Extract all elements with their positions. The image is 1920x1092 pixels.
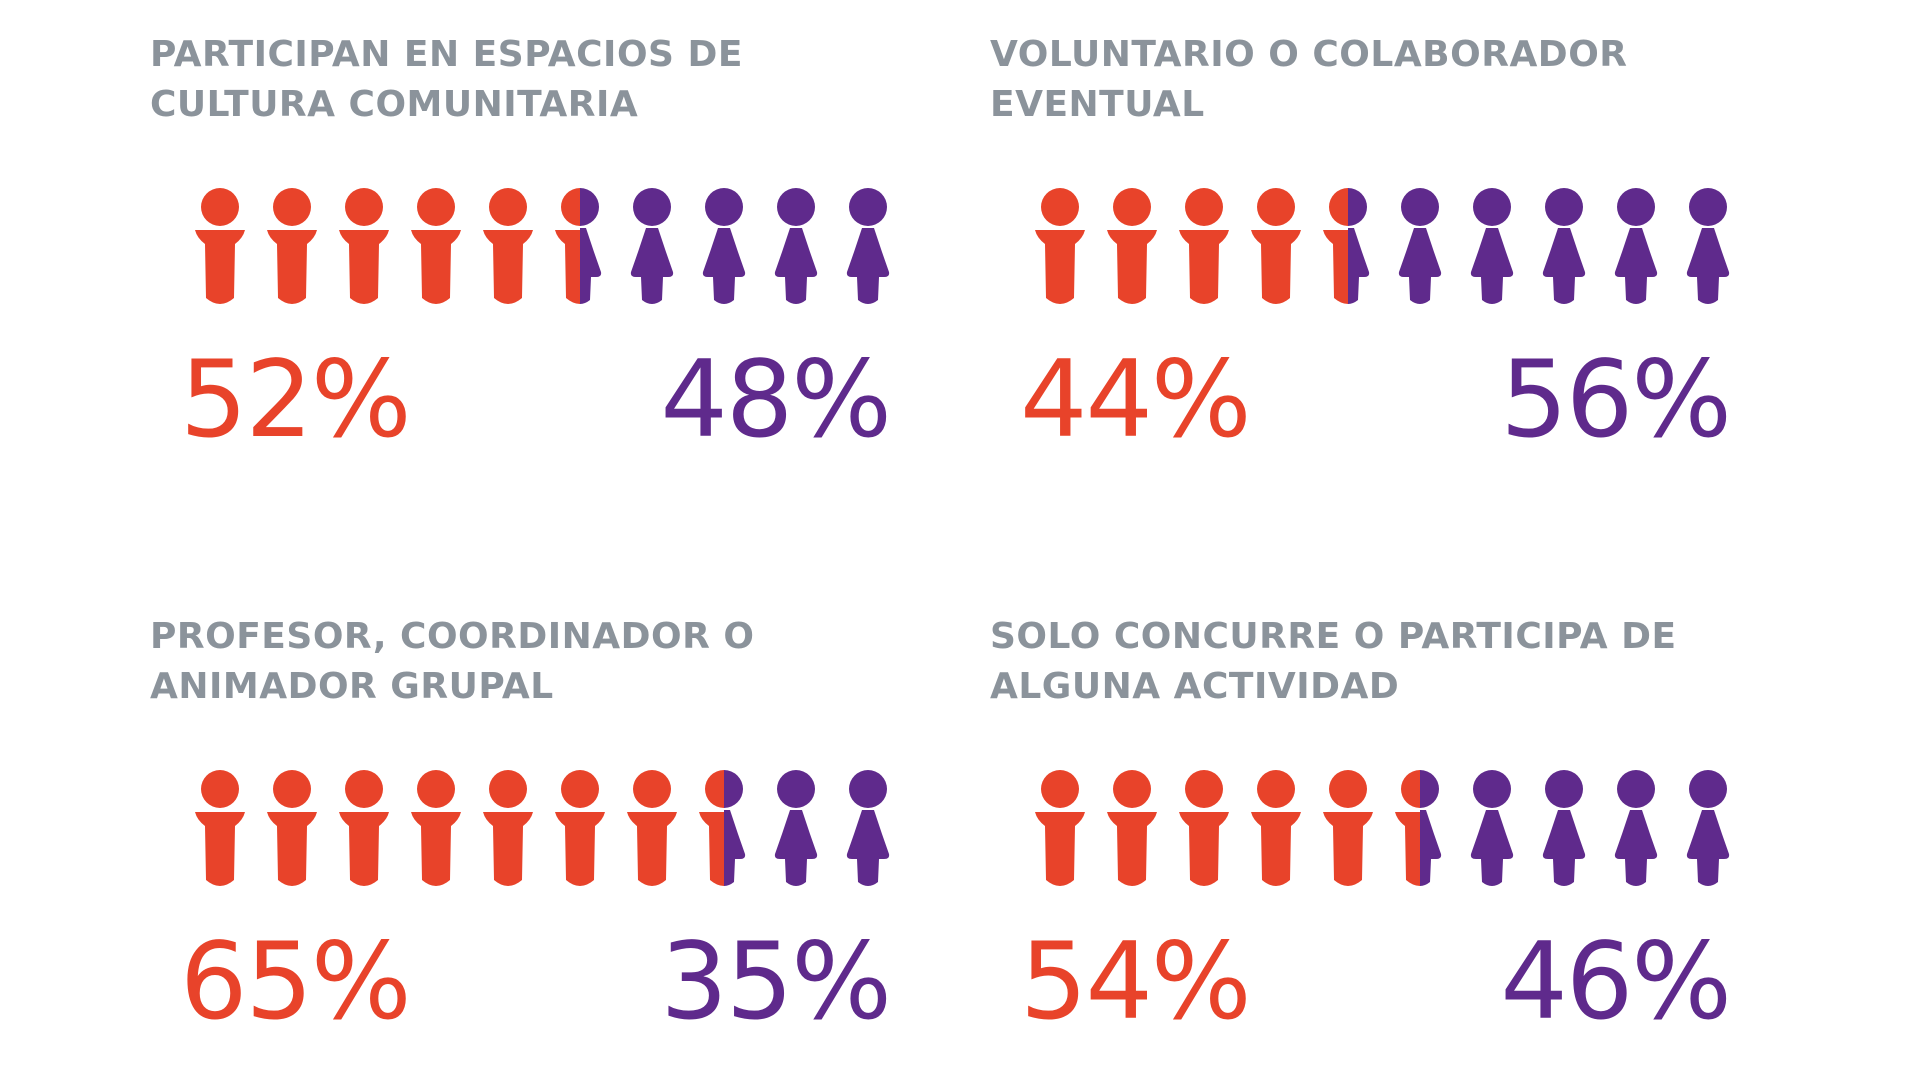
chart-panel-culture-participation: PARTICIPAN EN ESPACIOS DE CULTURA COMUNI…	[150, 30, 930, 510]
left-series-percentage: 65%	[180, 920, 412, 1043]
split-figure-icon	[1323, 188, 1370, 304]
male-figure-icon	[1179, 188, 1229, 304]
male-figure-half	[555, 188, 580, 304]
chart-title: PARTICIPAN EN ESPACIOS DE CULTURA COMUNI…	[150, 34, 743, 125]
male-figure-icon	[339, 770, 389, 886]
right-series-percentage: 56%	[1500, 338, 1732, 461]
female-figure-half	[1420, 770, 1442, 886]
female-figure-icon	[1686, 770, 1730, 886]
right-series-percentage: 46%	[1500, 920, 1732, 1043]
left-series-percentage: 54%	[1020, 920, 1252, 1043]
pictograph-row	[195, 770, 890, 886]
chart-panel-volunteer: VOLUNTARIO O COLABORADOR EVENTUAL 44% 56…	[990, 30, 1770, 510]
male-figure-icon	[1179, 770, 1229, 886]
female-figure-icon	[1614, 770, 1658, 886]
chart-panel-teacher-coordinator: PROFESOR, COORDINADOR O ANIMADOR GRUPAL …	[150, 612, 930, 1092]
female-figure-icon	[1470, 188, 1514, 304]
male-figure-icon	[1107, 770, 1157, 886]
male-figure-icon	[1035, 188, 1085, 304]
female-figure-icon	[846, 188, 890, 304]
split-figure-icon	[555, 188, 602, 304]
split-figure-icon	[1395, 770, 1442, 886]
female-figure-icon	[630, 188, 674, 304]
male-figure-icon	[483, 770, 533, 886]
male-figure-icon	[195, 770, 245, 886]
pictograph-row	[1035, 188, 1730, 304]
female-figure-half	[1348, 188, 1370, 304]
chart-panel-attendee: SOLO CONCURRE O PARTICIPA DE ALGUNA ACTI…	[990, 612, 1770, 1092]
female-figure-half	[724, 770, 746, 886]
female-figure-icon	[1542, 188, 1586, 304]
chart-title: VOLUNTARIO O COLABORADOR EVENTUAL	[990, 34, 1628, 125]
male-figure-half	[1323, 188, 1348, 304]
male-figure-icon	[1251, 770, 1301, 886]
male-figure-icon	[339, 188, 389, 304]
male-figure-half	[699, 770, 724, 886]
male-figure-icon	[267, 770, 317, 886]
chart-title: PROFESOR, COORDINADOR O ANIMADOR GRUPAL	[150, 616, 755, 707]
female-figure-icon	[1542, 770, 1586, 886]
male-figure-icon	[1323, 770, 1373, 886]
female-figure-icon	[1614, 188, 1658, 304]
male-figure-half	[1395, 770, 1420, 886]
male-figure-icon	[555, 770, 605, 886]
right-series-percentage: 35%	[660, 920, 892, 1043]
female-figure-half	[580, 188, 602, 304]
male-figure-icon	[483, 188, 533, 304]
pictograph-row	[195, 188, 890, 304]
female-figure-icon	[774, 188, 818, 304]
male-figure-icon	[267, 188, 317, 304]
male-figure-icon	[411, 770, 461, 886]
male-figure-icon	[1107, 188, 1157, 304]
female-figure-icon	[846, 770, 890, 886]
right-series-percentage: 48%	[660, 338, 892, 461]
chart-title: SOLO CONCURRE O PARTICIPA DE ALGUNA ACTI…	[990, 616, 1677, 707]
male-figure-icon	[1035, 770, 1085, 886]
male-figure-icon	[411, 188, 461, 304]
male-figure-icon	[195, 188, 245, 304]
male-figure-icon	[627, 770, 677, 886]
pictograph-row	[1035, 770, 1730, 886]
left-series-percentage: 44%	[1020, 338, 1252, 461]
female-figure-icon	[1398, 188, 1442, 304]
female-figure-icon	[1470, 770, 1514, 886]
female-figure-icon	[1686, 188, 1730, 304]
female-figure-icon	[702, 188, 746, 304]
left-series-percentage: 52%	[180, 338, 412, 461]
male-figure-icon	[1251, 188, 1301, 304]
split-figure-icon	[699, 770, 746, 886]
female-figure-icon	[774, 770, 818, 886]
